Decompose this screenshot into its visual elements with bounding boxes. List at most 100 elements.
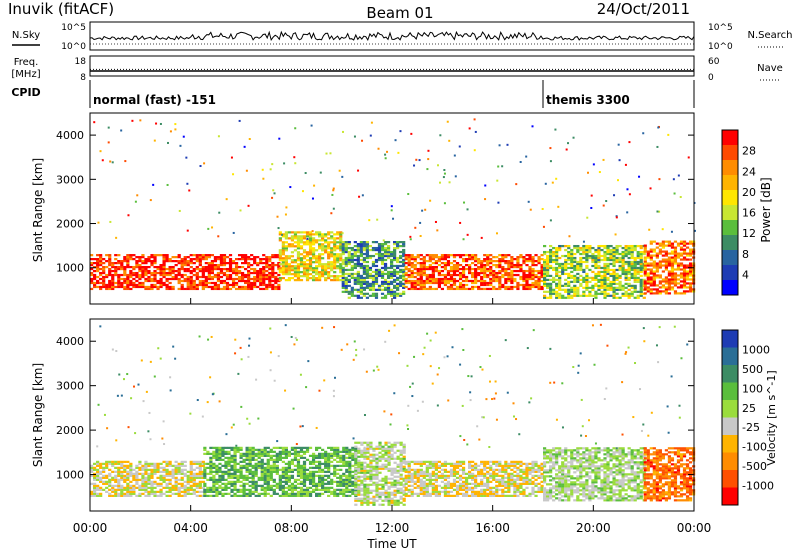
velocity-cell <box>321 492 325 495</box>
velocity-cell <box>90 494 94 497</box>
power-cell <box>347 246 351 250</box>
power-cell <box>449 273 454 277</box>
power-cell <box>422 271 426 275</box>
power-cell <box>633 248 637 252</box>
velocity-cell <box>147 492 151 495</box>
power-cell <box>630 272 634 276</box>
power-cell <box>416 267 420 271</box>
velocity-cell <box>299 456 304 459</box>
power-cell <box>407 269 411 273</box>
velocity-cell <box>327 480 331 483</box>
power-cell <box>682 278 687 281</box>
power-cell <box>579 274 583 278</box>
power-cell <box>318 253 322 256</box>
power-cell <box>612 256 616 260</box>
velocity-cell <box>302 488 307 491</box>
velocity-cell <box>156 470 160 473</box>
velocity-cell <box>254 462 258 465</box>
power-cell <box>344 248 348 252</box>
power-cell <box>410 281 414 285</box>
velocity-cell <box>390 455 394 458</box>
velocity-cell <box>360 463 364 466</box>
power-cell <box>287 263 292 266</box>
power-cell <box>624 278 628 281</box>
velocity-cell <box>174 482 178 485</box>
power-cell <box>213 263 218 267</box>
power-cell <box>327 253 331 256</box>
power-cell <box>587 171 590 174</box>
power-cell <box>216 267 221 271</box>
power-cell <box>667 274 672 277</box>
power-cell <box>144 277 148 281</box>
power-cell <box>90 279 94 283</box>
power-cell <box>153 277 157 281</box>
power-cell <box>507 267 511 271</box>
velocity-cell <box>93 462 97 465</box>
velocity-cell <box>366 455 370 458</box>
velocity-cell <box>305 446 310 449</box>
power-cell <box>630 292 634 295</box>
power-cell <box>565 148 568 151</box>
power-cell <box>222 267 227 271</box>
power-cell <box>299 241 304 244</box>
power-cell <box>474 258 478 261</box>
power-cell <box>333 257 337 260</box>
power-cell <box>174 123 177 126</box>
velocity-cell <box>336 494 340 497</box>
velocity-cell <box>336 476 340 479</box>
power-cell <box>443 265 448 269</box>
power-cell <box>281 273 285 276</box>
power-cell <box>153 256 157 259</box>
power-cell <box>324 249 328 252</box>
velocity-cell <box>141 472 145 475</box>
velocity-cell <box>138 466 142 469</box>
power-cell <box>141 254 145 257</box>
power-cell <box>606 270 610 274</box>
power-cell <box>600 266 604 270</box>
power-cell <box>643 268 647 271</box>
velocity-cell <box>102 468 106 471</box>
power-cell <box>90 287 94 291</box>
power-cell <box>356 296 360 299</box>
power-cell <box>655 274 659 277</box>
power-cell <box>516 258 520 261</box>
velocity-cell <box>90 468 94 471</box>
power-cell <box>597 246 601 250</box>
velocity-cell <box>212 456 216 459</box>
velocity-cell <box>192 478 196 481</box>
power-cell <box>558 292 562 295</box>
power-cell <box>281 269 285 272</box>
power-cell <box>558 276 562 280</box>
power-cell <box>431 261 435 265</box>
power-cell <box>305 273 310 276</box>
power-cell <box>102 269 106 273</box>
power-cell <box>308 247 313 250</box>
power-cell <box>144 267 148 271</box>
power-cell <box>377 268 382 272</box>
power-cell <box>555 254 559 258</box>
velocity-cell <box>296 450 301 453</box>
velocity-cell <box>144 494 148 497</box>
power-cell <box>458 281 463 285</box>
power-cell <box>390 209 393 212</box>
power-cell <box>271 285 275 289</box>
power-cell <box>247 281 251 285</box>
power-cell <box>603 280 607 283</box>
power-cell <box>336 241 340 244</box>
power-cell <box>359 280 363 283</box>
power-cell <box>347 284 351 287</box>
velocity-cell <box>239 464 243 467</box>
power-cell <box>168 258 172 261</box>
power-cell <box>576 264 580 268</box>
velocity-cell <box>239 484 243 487</box>
velocity-cell <box>102 470 106 473</box>
power-cell <box>528 256 532 259</box>
power-cell <box>356 256 360 260</box>
power-cell <box>262 269 266 273</box>
power-cell <box>633 276 637 280</box>
power-cell <box>555 177 558 180</box>
velocity-cell <box>308 492 313 495</box>
power-cell <box>434 269 438 273</box>
power-cell <box>540 271 544 275</box>
power-cell <box>477 287 481 291</box>
